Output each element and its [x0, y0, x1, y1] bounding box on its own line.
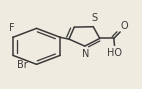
Text: HO: HO — [107, 48, 122, 58]
Text: N: N — [82, 49, 89, 59]
Text: S: S — [92, 13, 98, 23]
Text: Br: Br — [17, 60, 28, 70]
Text: F: F — [9, 23, 14, 33]
Text: O: O — [121, 21, 129, 31]
